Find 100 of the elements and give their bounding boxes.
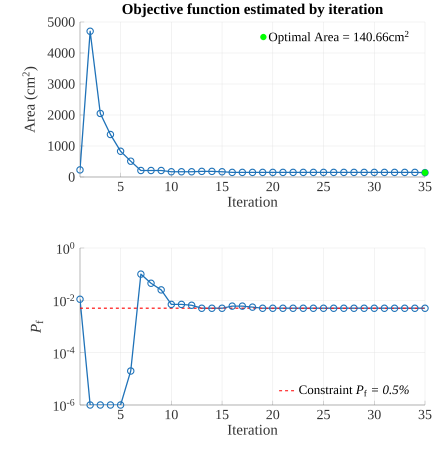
point bbox=[168, 300, 176, 308]
point bbox=[370, 304, 378, 312]
point bbox=[147, 279, 155, 287]
point bbox=[310, 304, 318, 312]
point bbox=[380, 304, 388, 312]
x-tick-label: 5 bbox=[118, 410, 124, 420]
point bbox=[299, 168, 307, 176]
point bbox=[380, 168, 388, 176]
point bbox=[96, 110, 104, 118]
x-tick-label: 35 bbox=[418, 182, 432, 192]
point bbox=[320, 304, 328, 312]
point bbox=[228, 302, 236, 310]
point bbox=[208, 168, 216, 176]
point bbox=[289, 168, 297, 176]
point bbox=[76, 166, 84, 174]
point bbox=[258, 304, 266, 312]
point bbox=[360, 304, 368, 312]
point bbox=[106, 401, 114, 409]
point bbox=[86, 401, 94, 409]
point bbox=[330, 168, 338, 176]
y-tick-label: 3000 bbox=[48, 79, 75, 89]
y-axis-title: Area (cm$^{2}$) bbox=[22, 66, 38, 133]
y-tick-label: 10$^{-4}$ bbox=[54, 346, 75, 359]
point bbox=[157, 166, 165, 174]
point bbox=[218, 304, 226, 312]
point bbox=[310, 168, 318, 176]
point bbox=[258, 168, 266, 176]
point bbox=[370, 168, 378, 176]
point bbox=[390, 168, 398, 176]
point bbox=[421, 304, 429, 312]
point bbox=[116, 401, 124, 409]
x-tick-label: 15 bbox=[216, 182, 228, 192]
point bbox=[248, 303, 256, 311]
x-tick-label: 35 bbox=[418, 410, 432, 420]
x-tick-label: 20 bbox=[266, 182, 280, 192]
point bbox=[320, 168, 328, 176]
point bbox=[350, 168, 358, 176]
y-tick-label: 10$^{-2}$ bbox=[54, 294, 74, 306]
point bbox=[76, 296, 84, 303]
y-tick-label: 10$^{0}$ bbox=[57, 242, 74, 254]
legend-label: Optimal Area = 140.66cm$^{2}$ bbox=[268, 30, 408, 44]
point bbox=[96, 401, 104, 409]
point bbox=[137, 270, 145, 278]
x-tick-label: 10 bbox=[166, 410, 178, 420]
x-tick-label: 25 bbox=[317, 410, 330, 420]
point bbox=[228, 168, 236, 176]
point bbox=[299, 304, 307, 312]
point bbox=[279, 168, 287, 176]
point bbox=[86, 28, 94, 36]
x-tick-label: 20 bbox=[266, 410, 280, 420]
point bbox=[248, 168, 256, 176]
y-tick-label: 4000 bbox=[48, 48, 75, 58]
point bbox=[116, 148, 124, 155]
point bbox=[208, 304, 216, 312]
point bbox=[188, 168, 196, 176]
x-tick-label: 15 bbox=[216, 410, 228, 420]
point bbox=[350, 304, 358, 312]
point bbox=[188, 301, 196, 309]
point bbox=[198, 168, 206, 176]
y-tick-label: 10$^{-6}$ bbox=[54, 399, 74, 411]
point bbox=[269, 304, 277, 312]
point bbox=[340, 168, 348, 176]
x-tick-label: 5 bbox=[118, 182, 124, 192]
point bbox=[279, 304, 287, 312]
chart-title: Objective function estimated by iteration bbox=[122, 3, 384, 18]
legend-label: Constraint P$_{f}$ = 0.5% bbox=[299, 385, 409, 396]
point bbox=[340, 304, 348, 312]
point bbox=[198, 304, 206, 312]
y-tick-label: 2000 bbox=[48, 110, 75, 120]
point bbox=[390, 304, 398, 312]
x-tick-label: 25 bbox=[317, 182, 330, 192]
point bbox=[218, 168, 226, 176]
point bbox=[126, 367, 134, 375]
point bbox=[411, 304, 419, 312]
point bbox=[289, 304, 297, 312]
x-tick-label: 10 bbox=[166, 182, 178, 192]
point bbox=[269, 168, 277, 176]
x-axis-title: Iteration bbox=[228, 424, 278, 435]
x-tick-label: 30 bbox=[368, 182, 381, 192]
point bbox=[400, 168, 408, 176]
x-axis-title: Iteration bbox=[228, 196, 278, 207]
point bbox=[126, 157, 134, 165]
point bbox=[168, 168, 176, 176]
point bbox=[147, 166, 155, 174]
point bbox=[330, 304, 338, 312]
point bbox=[106, 130, 114, 138]
point bbox=[360, 168, 368, 176]
y-tick-label: 5000 bbox=[48, 17, 75, 27]
point bbox=[178, 300, 186, 308]
point bbox=[137, 166, 145, 174]
y-tick-label: 1000 bbox=[48, 141, 75, 151]
point bbox=[411, 168, 419, 176]
x-tick-label: 30 bbox=[368, 410, 381, 420]
y-axis-title: P$_{f}$ bbox=[30, 320, 44, 334]
point bbox=[238, 168, 246, 176]
y-tick-label: 0 bbox=[68, 172, 75, 182]
point bbox=[400, 304, 408, 312]
point bbox=[238, 302, 246, 310]
point bbox=[178, 168, 186, 176]
point bbox=[157, 286, 165, 294]
